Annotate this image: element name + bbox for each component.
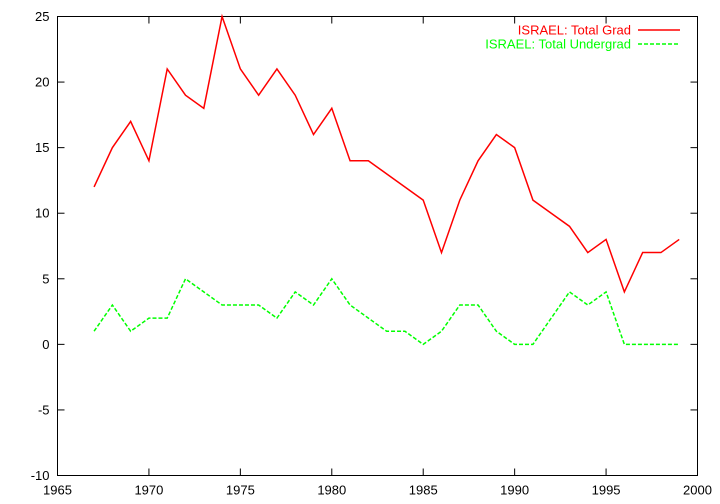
legend-label-1: ISRAEL: Total Grad xyxy=(518,23,631,38)
x-tick-label: 2000 xyxy=(683,483,712,498)
axis-ticks: 1965 1970 1975 1980 1985 1990 1995 2000 -10 -5 0 5 1… xyxy=(31,9,712,498)
series-line-1 xyxy=(93,13,680,294)
y-tick-label: 20 xyxy=(35,75,49,90)
x-tick-label: 1970 xyxy=(134,483,163,498)
y-tick-label: -10 xyxy=(31,468,50,483)
series-line-2 xyxy=(93,277,680,346)
y-tick-label: 25 xyxy=(35,9,49,24)
y-tick-label: 0 xyxy=(42,337,49,352)
x-tick-label: 1985 xyxy=(409,483,438,498)
y-tick-label: -5 xyxy=(38,402,50,417)
y-tick-label: 15 xyxy=(35,140,49,155)
series-lines xyxy=(93,13,680,346)
legend-label-2: ISRAEL: Total Undergrad xyxy=(485,37,631,52)
y-tick-label: 10 xyxy=(35,206,49,221)
x-tick-label: 1980 xyxy=(317,483,346,498)
x-tick-label: 1995 xyxy=(592,483,621,498)
x-tick-label: 1990 xyxy=(500,483,529,498)
x-tick-label: 1965 xyxy=(43,483,72,498)
x-tick-label: 1975 xyxy=(226,483,255,498)
y-tick-label: 5 xyxy=(42,271,49,286)
plot-frame xyxy=(57,16,698,476)
